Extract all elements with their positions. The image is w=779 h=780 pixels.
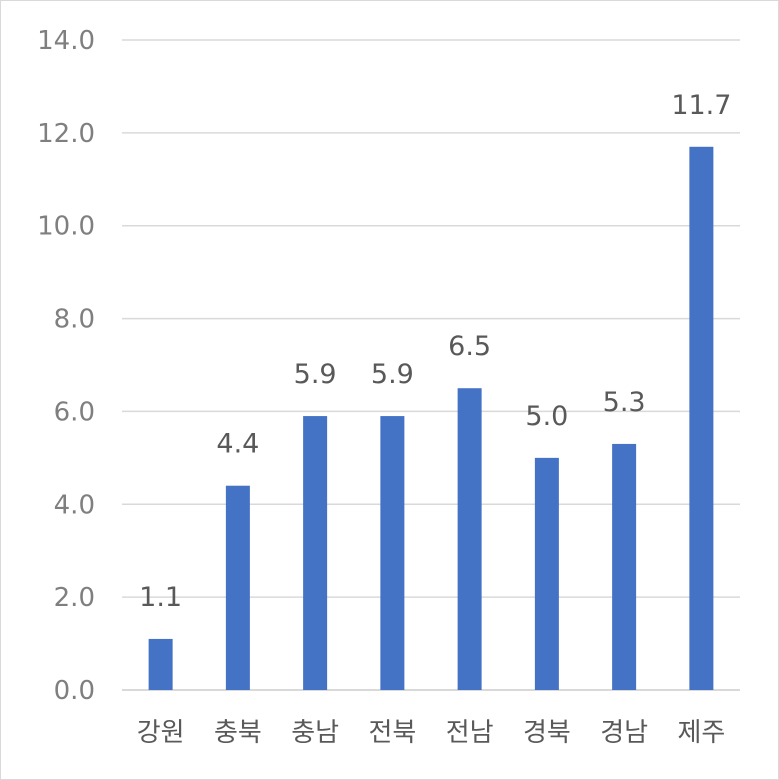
y-tick-label: 4.0: [54, 490, 95, 520]
bar-value-label: 5.0: [525, 401, 568, 432]
y-axis-tick-labels: 0.0 2.0 4.0 6.0 8.0 10.0 12.0 14.0: [37, 26, 95, 706]
x-category-label: 경남: [600, 718, 648, 748]
bar-value-label: 5.9: [371, 359, 414, 390]
gridlines: [122, 39, 740, 691]
bar: [534, 457, 559, 690]
y-tick-label: 6.0: [54, 397, 95, 427]
bar-value-label: 11.7: [671, 90, 731, 121]
y-tick-label: 8.0: [54, 305, 95, 335]
y-tick-label: 14.0: [37, 26, 95, 56]
y-tick-label: 12.0: [37, 119, 95, 149]
bar-value-label: 1.1: [139, 582, 182, 613]
x-category-label: 전북: [368, 718, 416, 748]
x-category-label: 제주: [677, 718, 725, 748]
x-category-label: 전남: [446, 718, 494, 748]
y-tick-label: 0.0: [54, 676, 95, 706]
bar: [689, 146, 714, 691]
x-axis-category-labels: 강원 충북 충남 전북 전남 경북 경남 제주: [137, 718, 726, 748]
bar: [612, 443, 637, 690]
bar: [148, 638, 173, 690]
bars: [148, 146, 714, 691]
x-category-label: 충북: [214, 718, 262, 748]
bar: [225, 485, 250, 690]
x-category-label: 경북: [523, 718, 571, 748]
x-category-label: 강원: [137, 718, 185, 748]
y-tick-label: 10.0: [37, 212, 95, 242]
data-labels: 1.1 4.4 5.9 5.9 6.5 5.0 5.3 11.7: [139, 90, 731, 613]
bar-value-label: 5.3: [603, 387, 646, 418]
x-category-label: 충남: [291, 718, 339, 748]
bar: [303, 416, 328, 690]
bar: [457, 388, 482, 690]
bar: [380, 416, 405, 690]
bar-value-label: 4.4: [216, 429, 259, 460]
y-tick-label: 2.0: [54, 583, 95, 613]
bar-value-label: 6.5: [448, 331, 491, 362]
bar-value-label: 5.9: [294, 359, 337, 390]
